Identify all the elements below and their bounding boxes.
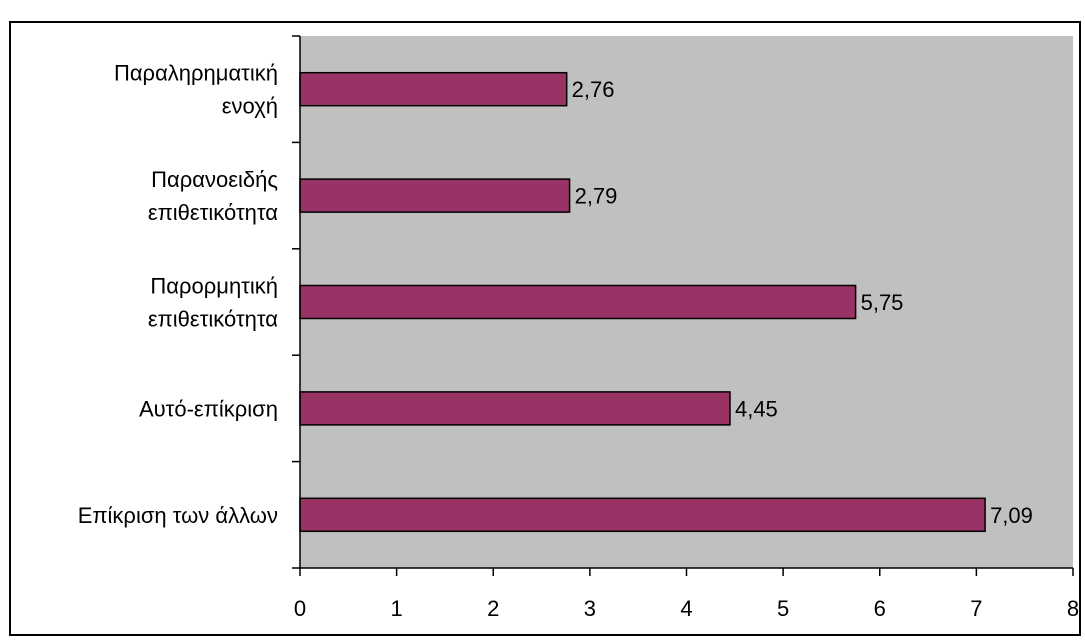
data-label: 2,79 (575, 184, 618, 209)
bar (299, 497, 986, 533)
x-tick-label: 2 (487, 596, 499, 621)
category-label: Παρορμητική (150, 274, 278, 299)
bar (299, 391, 731, 426)
bar (299, 178, 571, 213)
bar (299, 71, 568, 107)
x-tick-label: 8 (1067, 596, 1079, 621)
x-tick-label: 7 (970, 596, 982, 621)
x-tick-label: 1 (391, 596, 403, 621)
category-label: Παραληρηματική (114, 61, 278, 86)
cropped-title-strip (0, 0, 1085, 21)
x-tick-label: 3 (584, 596, 596, 621)
data-label: 5,75 (861, 290, 904, 315)
category-label: Αυτό-επίκριση (139, 396, 278, 421)
category-label: Επίκριση των άλλων (78, 503, 278, 528)
data-label: 4,45 (735, 396, 778, 421)
x-tick-label: 5 (777, 596, 789, 621)
x-tick-label: 0 (294, 596, 306, 621)
category-label: Παρανοειδής (151, 167, 278, 192)
category-label: επιθετικότητα (148, 307, 278, 332)
category-label: ενοχή (222, 94, 278, 119)
data-label: 7,09 (990, 503, 1033, 528)
category-label: επιθετικότητα (148, 200, 278, 225)
x-tick-label: 4 (680, 596, 692, 621)
data-label: 2,76 (572, 77, 615, 102)
x-tick-label: 6 (874, 596, 886, 621)
bar (299, 284, 857, 320)
